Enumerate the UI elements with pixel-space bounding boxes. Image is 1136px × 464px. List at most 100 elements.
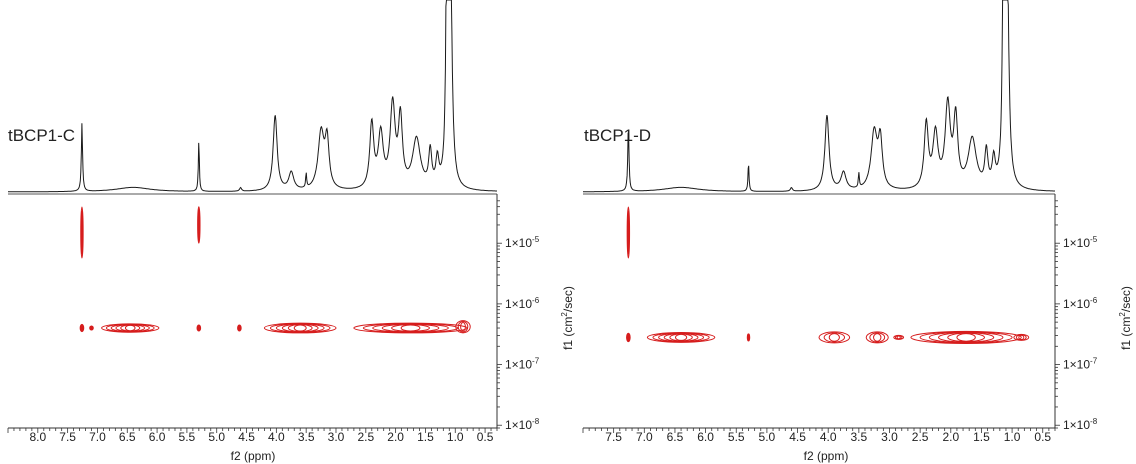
contour-line bbox=[293, 324, 307, 332]
y-tick-exponent: -6 bbox=[532, 296, 540, 305]
x-tick-label: 1.5 bbox=[973, 430, 990, 444]
y-tick-label: 1×10-7 bbox=[1063, 357, 1098, 372]
x-tick-label: 4.5 bbox=[789, 430, 806, 444]
x-tick-label: 6.5 bbox=[667, 430, 684, 444]
x-tick-label: 1.0 bbox=[447, 430, 464, 444]
cross-peak bbox=[197, 206, 201, 244]
contour-line bbox=[828, 333, 840, 342]
x-tick-label: 7.5 bbox=[59, 430, 76, 444]
x-axis-label: f2 (ppm) bbox=[231, 449, 276, 463]
cross-peak bbox=[89, 325, 94, 331]
cross-peak bbox=[746, 333, 751, 342]
contour-line bbox=[823, 332, 846, 343]
contour-line bbox=[626, 333, 631, 342]
x-tick-label: 4.0 bbox=[268, 430, 285, 444]
y-tick-base: 1×10 bbox=[1063, 297, 1090, 311]
x-tick-label: 4.5 bbox=[238, 430, 255, 444]
x-tick-label: 1.0 bbox=[1004, 430, 1021, 444]
y-tick-base: 1×10 bbox=[505, 297, 532, 311]
x-tick-label: 3.5 bbox=[298, 430, 315, 444]
y-tick-exponent: -7 bbox=[532, 357, 540, 366]
spectrum-trace bbox=[8, 0, 497, 193]
contour-line bbox=[391, 324, 430, 332]
cross-peak bbox=[646, 332, 716, 343]
cross-peak bbox=[626, 206, 631, 259]
contour-line bbox=[455, 320, 471, 334]
y-tick-label: 1×10-5 bbox=[505, 235, 540, 250]
x-tick-label: 2.0 bbox=[942, 430, 959, 444]
spectrum-trace bbox=[583, 0, 1055, 193]
cross-peak bbox=[101, 323, 160, 333]
contour-line bbox=[90, 326, 93, 330]
x-tick-label: 0.5 bbox=[477, 430, 494, 444]
cross-peak bbox=[237, 324, 242, 332]
x-tick-label: 4.0 bbox=[820, 430, 837, 444]
cross-peak bbox=[893, 334, 905, 340]
contour-line bbox=[674, 333, 688, 341]
contour-line bbox=[197, 325, 200, 331]
x-tick-label: 6.0 bbox=[697, 430, 714, 444]
contour-line bbox=[869, 332, 886, 343]
x-tick-label: 7.0 bbox=[89, 430, 106, 444]
x-tick-label: 2.5 bbox=[357, 430, 374, 444]
y-tick-label: 1×10-6 bbox=[505, 296, 540, 311]
panel-tbcp1-d: tBCP1-D f2 (ppm) f1 (cm2/sec) 1×10-51×10… bbox=[582, 0, 1133, 463]
cross-peak bbox=[865, 331, 889, 344]
contour-line bbox=[80, 324, 84, 332]
contour-line bbox=[669, 333, 693, 342]
cross-peak bbox=[80, 206, 84, 259]
y-axis-label-main: f1 (cm bbox=[561, 317, 575, 350]
x-tick-label: 5.5 bbox=[728, 430, 745, 444]
y-tick-label: 1×10-5 bbox=[1063, 235, 1098, 250]
contour-line bbox=[865, 331, 889, 344]
contour-line bbox=[80, 325, 84, 332]
cross-peak bbox=[263, 322, 337, 334]
x-tick-label: 5.0 bbox=[208, 430, 225, 444]
cross-peak bbox=[79, 323, 85, 333]
x-tick-label: 6.5 bbox=[119, 430, 136, 444]
y-axis-label-end: /sec) bbox=[561, 286, 575, 312]
contour-line bbox=[956, 333, 976, 342]
cross-peak bbox=[353, 322, 468, 334]
contour-line bbox=[938, 332, 995, 343]
contour-line bbox=[197, 211, 200, 239]
contour-line bbox=[1018, 334, 1025, 341]
x-axis-label: f2 (ppm) bbox=[804, 449, 849, 463]
contour-line bbox=[747, 334, 750, 341]
x-tick-label: 2.0 bbox=[387, 430, 404, 444]
contour-line bbox=[460, 322, 466, 332]
y-tick-exponent: -8 bbox=[1090, 417, 1098, 426]
y-axis-label-end: /sec) bbox=[1119, 286, 1133, 312]
cross-peak bbox=[910, 330, 1022, 345]
panel-title: tBCP1-C bbox=[8, 126, 75, 145]
contour-line bbox=[896, 335, 901, 340]
contour-line bbox=[947, 332, 986, 343]
x-tick-label: 6.0 bbox=[149, 430, 166, 444]
y-axis-label-exp: 2 bbox=[1118, 312, 1127, 317]
y-tick-base: 1×10 bbox=[505, 418, 532, 432]
y-tick-exponent: -5 bbox=[1090, 235, 1098, 244]
contour-line bbox=[627, 333, 630, 341]
panel-title: tBCP1-D bbox=[584, 126, 651, 145]
cross-peak bbox=[1013, 333, 1030, 341]
y-tick-label: 1×10-6 bbox=[1063, 296, 1098, 311]
cross-peak bbox=[196, 324, 202, 332]
cross-peak bbox=[818, 331, 851, 344]
y-tick-base: 1×10 bbox=[505, 236, 532, 250]
y-tick-base: 1×10 bbox=[1063, 418, 1090, 432]
y-tick-label: 1×10-8 bbox=[1063, 417, 1098, 432]
contour-line bbox=[400, 324, 421, 332]
y-tick-exponent: -7 bbox=[1090, 357, 1098, 366]
cross-peak bbox=[455, 320, 471, 334]
panel-tbcp1-c: tBCP1-C f2 (ppm) f1 (cm2/sec) 1×10-51×10… bbox=[7, 0, 575, 463]
contour-line bbox=[124, 324, 136, 332]
contour-line bbox=[626, 332, 631, 343]
x-tick-label: 2.5 bbox=[912, 430, 929, 444]
x-tick-label: 7.0 bbox=[636, 430, 653, 444]
y-axis-label: f1 (cm2/sec) bbox=[1118, 286, 1133, 350]
x-tick-label: 1.5 bbox=[417, 430, 434, 444]
x-tick-label: 7.5 bbox=[605, 430, 622, 444]
y-tick-exponent: -5 bbox=[532, 235, 540, 244]
y-tick-exponent: -8 bbox=[532, 417, 540, 426]
